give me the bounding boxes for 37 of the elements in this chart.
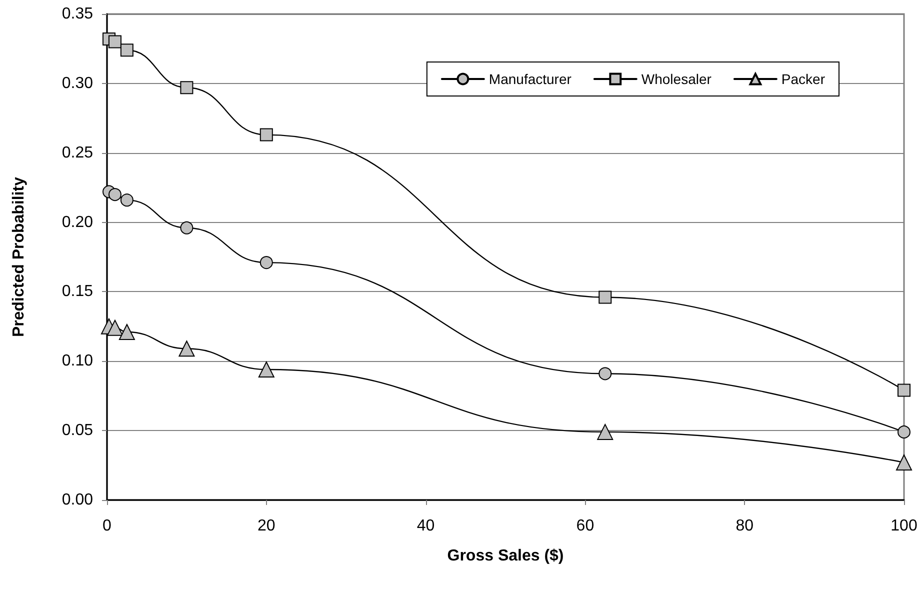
y-tick-label: 0.15 [62, 283, 94, 300]
x-tick-label: 80 [736, 518, 754, 534]
x-tick-label: 0 [102, 518, 112, 534]
y-tick-label: 0.05 [62, 422, 94, 440]
point [106, 320, 123, 336]
x-axis-title: Gross Sales ($) [447, 548, 564, 564]
y-tick-label: 0.30 [62, 74, 94, 92]
y-tick-label: 0.10 [62, 352, 94, 370]
point [118, 324, 135, 340]
x-tick-label: 100 [890, 518, 918, 534]
point [896, 454, 912, 471]
y-tick-label: 0.35 [62, 6, 94, 22]
x-tick-label: 40 [416, 518, 435, 534]
point [180, 221, 194, 234]
y-tick-label: 0.25 [62, 144, 94, 162]
point [898, 425, 910, 438]
point [597, 424, 614, 440]
x-tick-label: 60 [576, 518, 594, 534]
x-tick-label: 20 [258, 518, 276, 534]
point [120, 44, 134, 57]
legend-label: Manufacturer [488, 71, 572, 87]
y-tick-label: 0.00 [62, 492, 94, 508]
point [180, 81, 194, 94]
point [108, 35, 122, 48]
point [898, 384, 910, 397]
point [120, 194, 134, 207]
point [598, 290, 612, 304]
y-tick-label: 0.20 [62, 214, 94, 231]
legend-label: Packer [781, 71, 826, 87]
point [108, 188, 122, 202]
y-axis-title: Predicted Probability [10, 176, 28, 338]
legend-label: Wholesaler [641, 71, 712, 87]
point [260, 128, 273, 142]
point [260, 256, 273, 270]
point [598, 367, 612, 380]
point [178, 340, 195, 357]
point [258, 361, 274, 378]
